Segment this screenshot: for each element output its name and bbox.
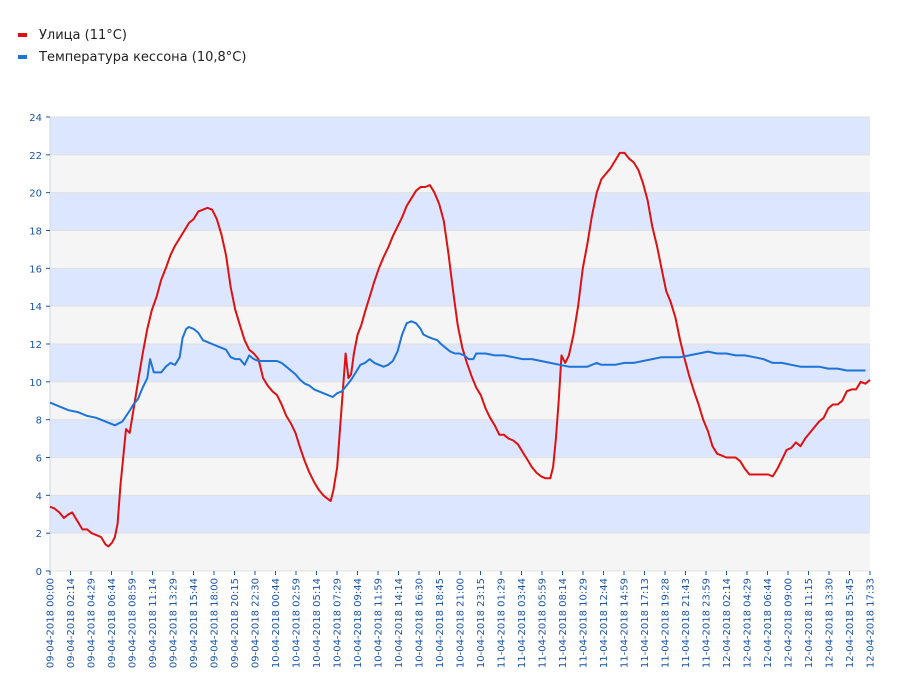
series-line-street xyxy=(49,151,871,548)
legend-label-street: Улица (11°C) xyxy=(39,27,127,43)
x-tick-label: 11-04-2018 08:14 xyxy=(558,578,569,668)
x-tick-label: 11-04-2018 05:59 xyxy=(538,578,549,668)
legend-label-caisson: Температура кессона (10,8°C) xyxy=(39,49,247,65)
x-tick-label: 10-04-2018 18:45 xyxy=(435,578,446,668)
y-tick-label: 12 xyxy=(29,340,42,351)
x-tick-label: 11-04-2018 17:13 xyxy=(640,578,651,668)
y-tick-label: 2 xyxy=(36,529,42,540)
y-tick-label: 4 xyxy=(36,491,42,502)
grid-band xyxy=(50,344,870,382)
legend-swatch-caisson xyxy=(18,55,27,59)
x-tick-label: 10-04-2018 02:59 xyxy=(292,578,303,668)
x-tick-label: 10-04-2018 11:59 xyxy=(374,578,385,668)
x-tick-label: 11-04-2018 10:29 xyxy=(579,578,590,668)
x-tick-label: 09-04-2018 06:44 xyxy=(107,578,118,668)
x-tick-label: 10-04-2018 05:14 xyxy=(312,578,323,668)
x-tick-label: 11-04-2018 19:28 xyxy=(661,578,672,668)
x-tick-label: 10-04-2018 16:30 xyxy=(415,578,426,668)
grid-band xyxy=(50,230,870,269)
grid-band xyxy=(50,192,870,231)
series-line-caisson xyxy=(49,320,866,427)
y-tick-label: 0 xyxy=(36,567,42,578)
x-tick-label: 09-04-2018 15:44 xyxy=(189,578,200,668)
grid-band xyxy=(50,381,870,420)
x-tick-label: 09-04-2018 08:59 xyxy=(128,578,139,668)
grid-band xyxy=(50,533,870,571)
x-tick-label: 10-04-2018 09:44 xyxy=(353,578,364,668)
grid-band xyxy=(50,457,870,496)
y-tick-label: 14 xyxy=(29,302,42,313)
x-tick-label: 11-04-2018 01:29 xyxy=(497,578,508,668)
x-tick-label: 09-04-2018 22:30 xyxy=(251,578,262,668)
legend-swatch-street xyxy=(18,33,27,37)
x-tick-label: 12-04-2018 17:33 xyxy=(866,578,877,668)
x-tick-label: 12-04-2018 06:44 xyxy=(763,578,774,668)
x-tick-label: 11-04-2018 23:59 xyxy=(702,578,713,668)
y-tick-label: 20 xyxy=(29,189,42,200)
y-tick-label: 18 xyxy=(29,227,42,238)
x-tick-label: 11-04-2018 03:44 xyxy=(517,578,528,668)
x-tick-label: 11-04-2018 14:59 xyxy=(620,578,631,668)
x-tick-label: 12-04-2018 09:00 xyxy=(784,578,795,668)
y-tick-label: 6 xyxy=(36,454,42,465)
x-tick-label: 09-04-2018 18:00 xyxy=(210,578,221,668)
x-tick-label: 12-04-2018 04:29 xyxy=(743,578,754,668)
x-tick-label: 09-04-2018 20:15 xyxy=(230,578,241,668)
x-tick-label: 10-04-2018 14:14 xyxy=(394,578,405,668)
y-tick-label: 24 xyxy=(29,113,42,124)
x-tick-label: 09-04-2018 11:14 xyxy=(148,578,159,668)
x-tick-label: 12-04-2018 15:45 xyxy=(845,578,856,668)
x-tick-label: 10-04-2018 23:15 xyxy=(476,578,487,668)
legend-item-caisson: Температура кессона (10,8°C) xyxy=(18,46,246,68)
y-tick-label: 22 xyxy=(29,151,42,162)
x-tick-label: 09-04-2018 00:00 xyxy=(46,578,57,668)
x-tick-label: 11-04-2018 21:43 xyxy=(681,578,692,668)
x-tick-label: 09-04-2018 13:29 xyxy=(169,578,180,668)
x-tick-label: 09-04-2018 02:14 xyxy=(66,578,77,668)
x-tick-label: 09-04-2018 04:29 xyxy=(87,578,98,668)
x-tick-label: 10-04-2018 07:29 xyxy=(333,578,344,668)
x-tick-label: 12-04-2018 13:30 xyxy=(825,578,836,668)
x-tick-label: 10-04-2018 00:44 xyxy=(271,578,282,668)
y-tick-label: 10 xyxy=(29,378,42,389)
y-tick-label: 8 xyxy=(36,416,42,427)
x-tick-label: 11-04-2018 12:44 xyxy=(599,578,610,668)
grid-band xyxy=(50,419,870,458)
grid-band xyxy=(50,117,870,155)
legend: Улица (11°C) Температура кессона (10,8°C… xyxy=(18,24,246,68)
grid-band xyxy=(50,268,870,307)
x-tick-label: 10-04-2018 21:00 xyxy=(456,578,467,668)
y-tick-label: 16 xyxy=(29,264,42,275)
legend-item-street: Улица (11°C) xyxy=(18,24,246,46)
x-tick-label: 12-04-2018 11:15 xyxy=(804,578,815,668)
grid-band xyxy=(50,154,870,193)
x-tick-label: 12-04-2018 02:14 xyxy=(722,578,733,668)
grid-band xyxy=(50,495,870,534)
